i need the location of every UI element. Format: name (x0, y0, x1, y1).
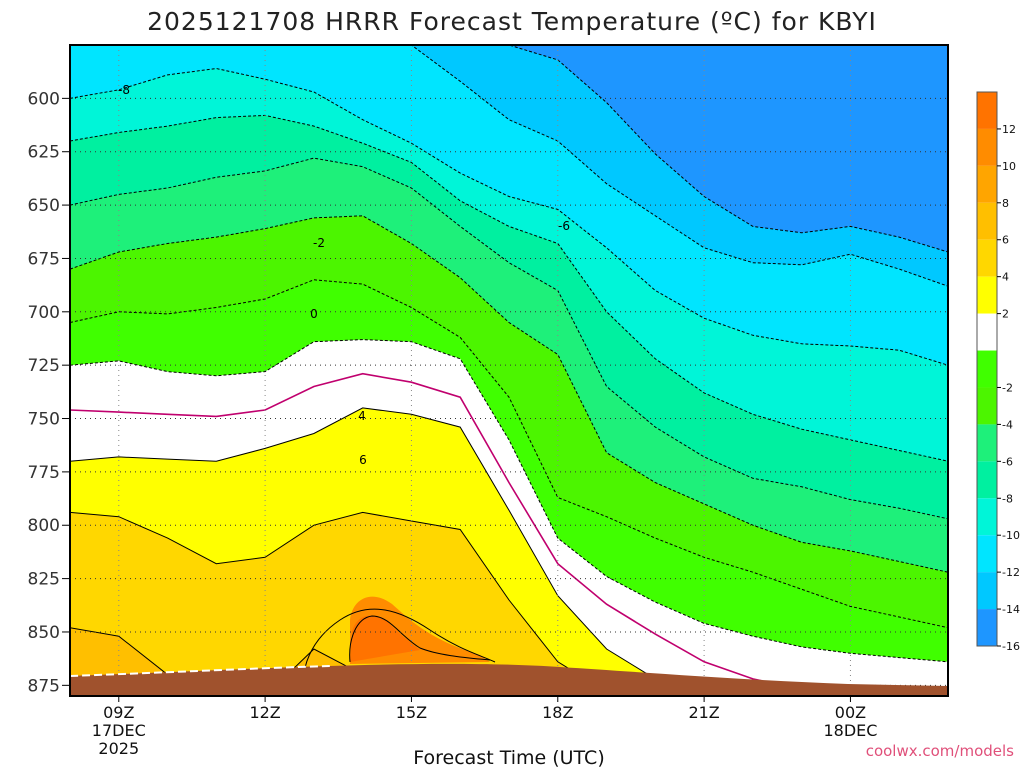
isotherm--4 (70, 279, 948, 629)
x-tick-date: 17DEC (92, 721, 146, 740)
colorbar: 12 10 8 6 4 2 -2 -4 -6 -8 -10 -12 -14 -16 (976, 91, 1020, 653)
terrain-ground (70, 663, 948, 696)
colorbar-label: 12 (1002, 123, 1016, 136)
y-tick-label: 675 (28, 249, 60, 269)
y-tick-label: 600 (28, 89, 60, 109)
colorbar-bin (977, 202, 997, 240)
x-tick-label: 21Z (688, 703, 719, 722)
colorbar-label: 6 (1002, 234, 1009, 247)
colorbar-label: -14 (1002, 603, 1020, 616)
colorbar-bin (977, 609, 997, 646)
band-core-12 (350, 615, 420, 662)
colorbar-label: 4 (1002, 271, 1009, 284)
colorbar-label: -8 (1002, 492, 1013, 505)
x-tick-date: 18DEC (823, 721, 877, 740)
credit-text: coolwx.com/models (866, 742, 1014, 760)
colorbar-label: 8 (1002, 197, 1009, 210)
y-tick-label: 725 (28, 356, 60, 376)
plot-frame (69, 44, 949, 697)
x-tick-label: 09Z (103, 703, 134, 722)
contour-label: 4 (358, 409, 366, 423)
colorbar-bin (977, 424, 997, 462)
y-tick-label: 700 (28, 303, 60, 323)
colorbar-bin (977, 461, 997, 499)
y-axis: 600 625 650 675 700 725 750 775 800 825 850 875 (28, 89, 70, 696)
isotherm--2 (70, 339, 948, 663)
y-tick-label: 875 (28, 676, 60, 696)
colorbar-bin (977, 313, 997, 351)
isotherm--10 (70, 114, 948, 462)
y-tick-label: 750 (28, 410, 60, 430)
x-tick-label: 15Z (396, 703, 427, 722)
colorbar-label: -6 (1002, 455, 1013, 468)
colorbar-label: -4 (1002, 418, 1013, 431)
isotherm-2 (70, 407, 948, 696)
colorbar-bin (977, 92, 997, 129)
y-tick-label: 825 (28, 570, 60, 590)
isotherm-10 (303, 608, 496, 691)
colorbar-label: -10 (1002, 529, 1020, 542)
colorbar-bin (977, 165, 997, 203)
x-tick-year: 2025 (98, 739, 139, 758)
contour-label: -6 (558, 219, 570, 233)
contour-label: -8 (118, 83, 130, 97)
x-tick-label: 12Z (249, 703, 280, 722)
colorbar-label: -16 (1002, 640, 1020, 653)
colorbar-bin (977, 387, 997, 425)
colorbar-frame (976, 91, 998, 647)
y-tick-label: 800 (28, 516, 60, 536)
isotherm-4 (70, 511, 948, 696)
y-tick-label: 625 (28, 143, 60, 163)
colorbar-bin (977, 535, 997, 573)
x-tick-label: 18Z (542, 703, 573, 722)
contour-label: 6 (359, 453, 367, 467)
colorbar-bin (977, 572, 997, 610)
isotherm-12 (349, 615, 491, 663)
chart-title: 2025121708 HRRR Forecast Temperature (ºC… (147, 7, 877, 36)
colorbar-label: -2 (1002, 381, 1013, 394)
isotherm--8 (70, 157, 948, 520)
gridlines (70, 45, 948, 696)
terrain-fill (70, 663, 948, 696)
terrain-edge (70, 665, 331, 677)
colorbar-label: 2 (1002, 308, 1009, 321)
y-tick-label: 850 (28, 623, 60, 643)
x-axis-label: Forecast Time (UTC) (413, 747, 604, 768)
colorbar-bin (977, 276, 997, 314)
colorbar-bin (977, 350, 997, 388)
temperature-field (70, 45, 948, 696)
isotherm--16 (70, 45, 948, 253)
colorbar-bin (977, 498, 997, 536)
isotherm--12 (70, 67, 948, 366)
isotherm--6 (70, 215, 948, 573)
y-tick-label: 775 (28, 463, 60, 483)
contour-label: -2 (313, 236, 325, 250)
band-4 (70, 512, 948, 696)
x-tick-label: 00Z (835, 703, 866, 722)
y-tick-label: 650 (28, 196, 60, 216)
contour-labels: -8 -6 -2 0 4 6 (118, 83, 570, 467)
colorbar-label: 10 (1002, 160, 1016, 173)
contour-label: 0 (310, 307, 318, 321)
colorbar-bin (977, 239, 997, 277)
colorbar-bin (977, 128, 997, 166)
colorbar-label: -12 (1002, 566, 1020, 579)
